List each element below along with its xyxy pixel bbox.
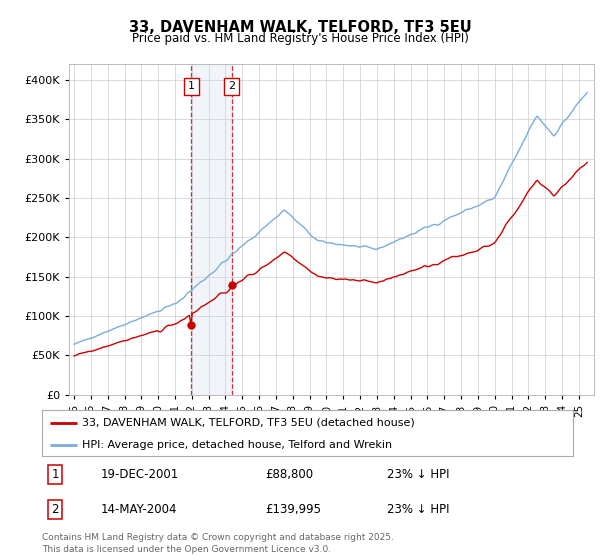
Text: £139,995: £139,995	[265, 503, 321, 516]
Text: 1: 1	[188, 81, 195, 91]
Text: 2: 2	[52, 503, 59, 516]
Text: Contains HM Land Registry data © Crown copyright and database right 2025.
This d: Contains HM Land Registry data © Crown c…	[42, 533, 394, 554]
Text: £88,800: £88,800	[265, 468, 313, 481]
Text: 1: 1	[52, 468, 59, 481]
Bar	[191, 64, 232, 395]
Text: 14-MAY-2004: 14-MAY-2004	[100, 503, 177, 516]
Text: 33, DAVENHAM WALK, TELFORD, TF3 5EU: 33, DAVENHAM WALK, TELFORD, TF3 5EU	[128, 20, 472, 35]
Text: 19-DEC-2001: 19-DEC-2001	[100, 468, 179, 481]
Text: 33, DAVENHAM WALK, TELFORD, TF3 5EU (detached house): 33, DAVENHAM WALK, TELFORD, TF3 5EU (det…	[82, 418, 415, 428]
Text: Price paid vs. HM Land Registry's House Price Index (HPI): Price paid vs. HM Land Registry's House …	[131, 32, 469, 45]
Text: 23% ↓ HPI: 23% ↓ HPI	[387, 468, 449, 481]
Text: 2: 2	[228, 81, 235, 91]
Text: 23% ↓ HPI: 23% ↓ HPI	[387, 503, 449, 516]
Text: HPI: Average price, detached house, Telford and Wrekin: HPI: Average price, detached house, Telf…	[82, 440, 392, 450]
